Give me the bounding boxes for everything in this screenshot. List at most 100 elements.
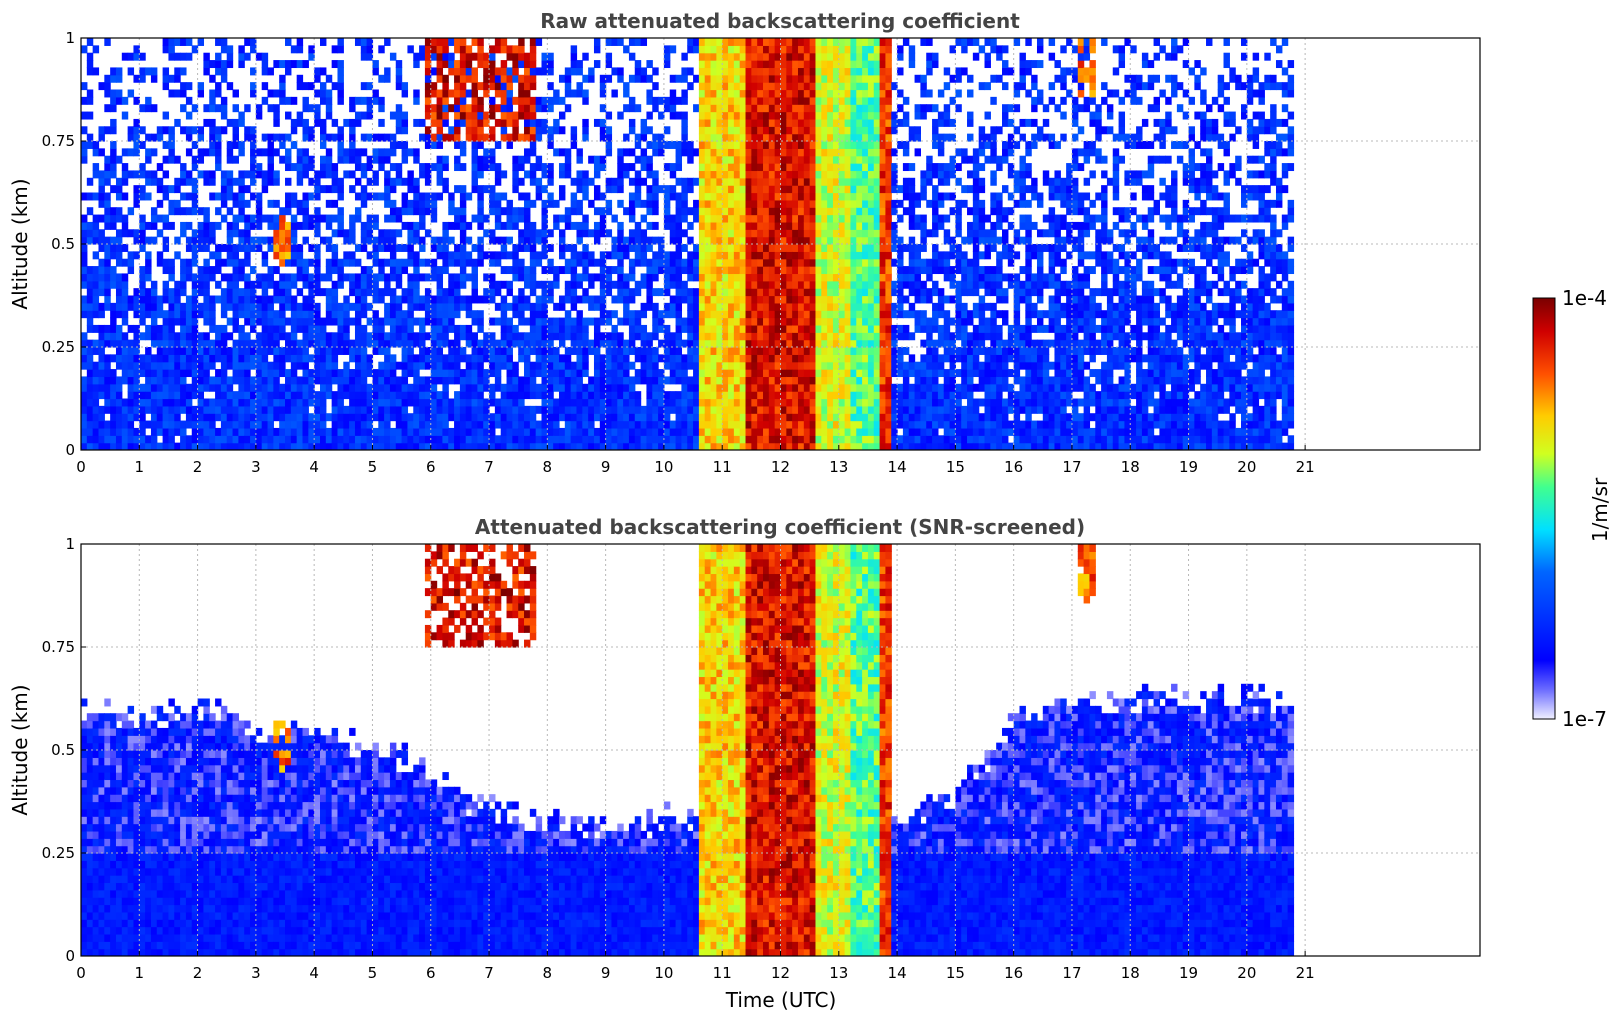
heatmap-cell (698, 302, 706, 311)
heatmap-cell (634, 251, 642, 260)
heatmap-cell (483, 111, 490, 120)
heatmap-cell (669, 295, 677, 304)
heatmap-cell (407, 295, 414, 304)
heatmap-cell (454, 45, 461, 54)
heatmap-cell (780, 236, 787, 245)
heatmap-cell (570, 266, 578, 275)
heatmap-cell (308, 376, 315, 385)
heatmap-cell (244, 273, 251, 282)
heatmap-cell (494, 361, 502, 370)
heatmap-cell (174, 317, 181, 326)
heatmap-cell (547, 96, 554, 105)
heatmap-cell (745, 427, 752, 436)
heatmap-cell (477, 126, 484, 135)
heatmap-cell (728, 339, 735, 348)
heatmap-cell (267, 361, 274, 370)
heatmap-cell (518, 133, 525, 142)
heatmap-cell (483, 82, 490, 91)
heatmap-cell (209, 435, 216, 444)
heatmap-cell (81, 427, 88, 436)
heatmap-cell (366, 317, 374, 326)
heatmap-cell (745, 347, 752, 355)
heatmap-cell (279, 413, 286, 422)
heatmap-cell (704, 302, 712, 311)
heatmap-cell (541, 266, 548, 275)
heatmap-cell (459, 60, 467, 69)
heatmap-cell (168, 420, 175, 429)
heatmap-cell (302, 376, 309, 385)
heatmap-cell (710, 405, 717, 414)
heatmap-cell (255, 442, 263, 450)
heatmap-cell (797, 273, 805, 282)
heatmap-cell (477, 52, 484, 61)
heatmap-cell (518, 82, 525, 91)
heatmap-cell (751, 280, 758, 289)
heatmap-cell (430, 244, 438, 252)
heatmap-cell (593, 295, 601, 304)
heatmap-cell (308, 295, 315, 304)
heatmap-cell (570, 60, 578, 69)
heatmap-cell (623, 405, 630, 414)
heatmap-cell (81, 273, 88, 282)
heatmap-cell (314, 332, 321, 341)
heatmap-cell (681, 405, 688, 414)
heatmap-cell (593, 435, 601, 444)
heatmap-cell (716, 347, 723, 355)
heatmap-cell (448, 207, 455, 216)
heatmap-cell (698, 185, 706, 194)
heatmap-cell (325, 442, 333, 450)
heatmap-cell (430, 391, 438, 400)
heatmap-cell (273, 280, 280, 289)
heatmap-cell (92, 405, 100, 414)
heatmap-cell (308, 221, 315, 230)
heatmap-cell (471, 38, 478, 46)
heatmap-cell (704, 126, 712, 135)
heatmap-cell (81, 383, 88, 392)
heatmap-cell (337, 413, 344, 422)
heatmap-cell (127, 67, 135, 76)
heatmap-cell (786, 317, 793, 326)
heatmap-cell (687, 347, 694, 355)
heatmap-cell (331, 118, 339, 127)
heatmap-cell (325, 273, 333, 282)
heatmap-cell (285, 442, 292, 450)
heatmap-cell (611, 420, 618, 429)
heatmap-cell (261, 332, 269, 341)
heatmap-cell (250, 288, 257, 297)
heatmap-cell (285, 148, 292, 157)
heatmap-cell (226, 258, 234, 267)
heatmap-cell (518, 258, 525, 267)
heatmap-cell (308, 82, 315, 91)
heatmap-cell (792, 273, 799, 282)
heatmap-cell (238, 148, 245, 157)
heatmap-cell (687, 45, 694, 54)
heatmap-cell (716, 74, 723, 83)
heatmap-cell (611, 339, 618, 348)
heatmap-cell (238, 427, 245, 436)
heatmap-cell (547, 133, 554, 142)
heatmap-cell (121, 420, 129, 429)
heatmap-cell (786, 199, 793, 208)
heatmap-cell (244, 442, 251, 450)
heatmap-cell (150, 361, 158, 370)
heatmap-cell (349, 383, 356, 392)
heatmap-cell (564, 354, 572, 363)
heatmap-cell (238, 244, 245, 252)
heatmap-cell (634, 221, 642, 230)
heatmap-cell (669, 141, 677, 149)
heatmap-cell (512, 413, 519, 422)
heatmap-cell (133, 126, 140, 135)
heatmap-cell (739, 214, 747, 223)
heatmap-cell (658, 405, 665, 414)
heatmap-cell (780, 302, 787, 311)
heatmap-cell (489, 207, 496, 216)
heatmap-cell (506, 369, 513, 378)
heatmap-cell (535, 236, 543, 245)
heatmap-cell (733, 427, 741, 436)
heatmap-cell (547, 60, 554, 69)
heatmap-cell (150, 288, 158, 297)
heatmap-cell (226, 185, 234, 194)
heatmap-cell (471, 376, 478, 385)
heatmap-cell (518, 177, 525, 186)
heatmap-cell (728, 229, 735, 238)
